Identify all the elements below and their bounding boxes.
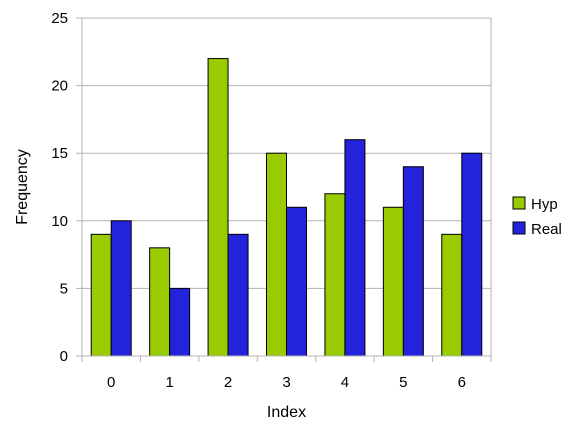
bar-hyp-2: [207, 58, 229, 357]
bar-hyp-3: [266, 152, 287, 357]
x-tick-label: 0: [107, 374, 115, 391]
bar-real-6: [461, 152, 483, 357]
x-tick-label: 6: [458, 374, 466, 391]
bar-hyp-1: [149, 247, 171, 357]
bar-hyp-5: [382, 206, 404, 357]
y-tick-labels: 0 5 10 15 20 25: [51, 10, 68, 365]
axes: [81, 18, 492, 362]
y-tick-label: 0: [60, 348, 68, 365]
y-tick-label: 15: [51, 145, 68, 162]
legend-swatch-hyp: [512, 196, 526, 210]
legend: Hyp Real: [512, 196, 562, 238]
x-tick-label: 2: [224, 374, 232, 391]
bar-real-3: [286, 206, 307, 357]
bar-hyp-6: [441, 233, 463, 357]
y-tick-label: 10: [51, 213, 68, 230]
y-axis-title: Frequency: [14, 149, 31, 225]
bar-real-2: [227, 233, 249, 357]
bars: [90, 58, 483, 357]
x-axis-title: Index: [267, 404, 306, 421]
legend-label-real: Real: [531, 221, 562, 238]
legend-swatch-real: [512, 221, 526, 235]
legend-label-hyp: Hyp: [531, 196, 558, 213]
x-tick-labels: 0 1 2 3 4 5 6: [107, 374, 466, 391]
x-tick-label: 3: [282, 374, 290, 391]
y-tick-label: 20: [51, 78, 68, 95]
bar-real-4: [344, 139, 366, 357]
bar-real-0: [110, 220, 132, 357]
bar-hyp-0: [90, 233, 112, 357]
x-tick-label: 5: [399, 374, 407, 391]
bar-hyp-4: [324, 193, 346, 357]
y-tick-label: 25: [51, 10, 68, 27]
bar-real-1: [169, 287, 191, 357]
bar-real-5: [402, 166, 424, 357]
x-tick-label: 4: [341, 374, 349, 391]
y-tick-label: 5: [60, 280, 68, 297]
x-tick-label: 1: [165, 374, 173, 391]
